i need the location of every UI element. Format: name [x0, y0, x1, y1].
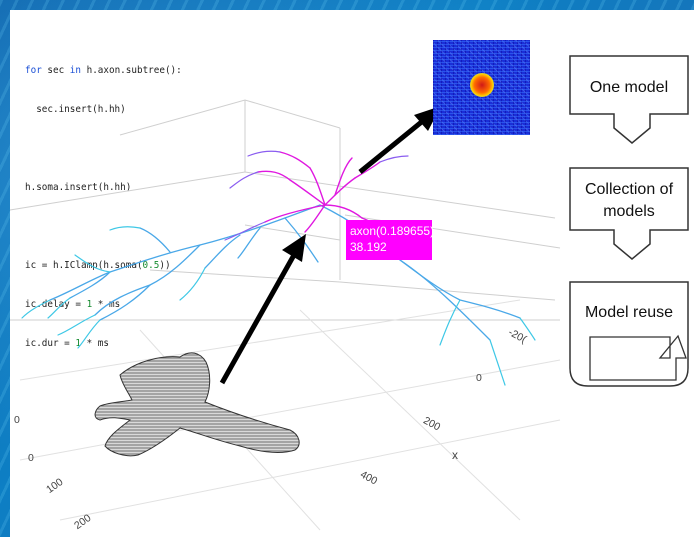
axis-title-x: x: [452, 448, 458, 462]
soma-mesh-3d: [94, 352, 300, 457]
heatmap-inset: [433, 40, 530, 135]
code-line-6: ic = h.IClamp(h.soma(0.5)): [25, 260, 171, 271]
hover-tooltip: axon(0.189655) 38.192: [346, 220, 435, 260]
code-line-7: ic.delay = 1 * ms: [25, 299, 121, 310]
code-snippet: for sec in h.axon.subtree(): sec.insert(…: [25, 38, 182, 363]
axis-tick-y-0: 0: [28, 452, 34, 464]
code-line-2: sec.insert(h.hh): [25, 104, 126, 115]
plot-box-wireframe: [9, 99, 561, 321]
tooltip-value: 38.192: [350, 240, 387, 254]
code-line-4: h.soma.insert(h.hh): [25, 182, 132, 193]
neuron-dendrites-cyan: [21, 226, 536, 386]
heatmap-hotspot: [470, 73, 494, 97]
axis-tick-left-0: 0: [14, 414, 20, 426]
axis-tick-x-0: 0: [476, 372, 482, 384]
code-line-8: ic.dur = 1 * ms: [25, 338, 109, 349]
code-line-1: for sec in h.axon.subtree():: [25, 65, 182, 76]
tooltip-label: axon(0.189655): [350, 224, 435, 238]
